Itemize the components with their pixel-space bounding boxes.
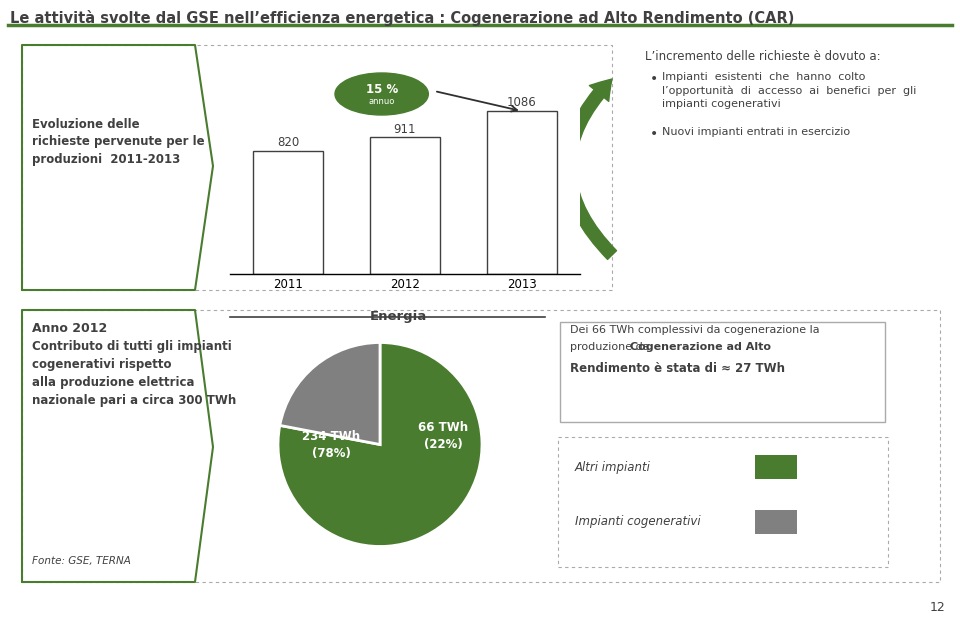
Ellipse shape <box>335 73 428 115</box>
Text: 911: 911 <box>394 123 417 135</box>
Bar <box>370 137 440 274</box>
Text: Anno 2012: Anno 2012 <box>32 322 108 335</box>
Text: Altri impianti: Altri impianti <box>575 461 651 473</box>
Text: Evoluzione delle
richieste pervenute per le
produzioni  2011-2013: Evoluzione delle richieste pervenute per… <box>32 118 204 166</box>
Text: •: • <box>650 127 659 141</box>
Text: L’incremento delle richieste è dovuto a:: L’incremento delle richieste è dovuto a: <box>645 50 880 63</box>
Wedge shape <box>278 343 482 547</box>
Bar <box>22 310 940 582</box>
Bar <box>755 510 797 534</box>
Bar <box>22 45 612 290</box>
Text: 234 TWh
(78%): 234 TWh (78%) <box>302 430 360 459</box>
Text: Impianti  esistenti  che  hanno  colto
l’opportunità  di  accesso  ai  benefici : Impianti esistenti che hanno colto l’opp… <box>662 72 917 109</box>
Text: produzione da: produzione da <box>570 342 653 352</box>
Text: annuo: annuo <box>369 97 395 106</box>
FancyArrowPatch shape <box>563 79 616 259</box>
Text: •: • <box>650 72 659 86</box>
Text: Energia: Energia <box>370 310 427 323</box>
Text: Contributo di tutti gli impianti
cogenerativi rispetto
alla produzione elettrica: Contributo di tutti gli impianti cogener… <box>32 340 236 407</box>
Text: 66 TWh
(22%): 66 TWh (22%) <box>419 422 468 451</box>
Text: Fonte: GSE, TERNA: Fonte: GSE, TERNA <box>32 556 131 566</box>
Text: Rendimento è stata di ≈ 27 TWh: Rendimento è stata di ≈ 27 TWh <box>570 362 785 375</box>
Text: 12: 12 <box>929 601 945 614</box>
Text: Le attività svolte dal GSE nell’efficienza energetica : Cogenerazione ad Alto Re: Le attività svolte dal GSE nell’efficien… <box>10 10 794 26</box>
Text: 820: 820 <box>277 137 300 149</box>
Text: 15 %: 15 % <box>366 83 397 96</box>
Text: Nuovi impianti entrati in esercizio: Nuovi impianti entrati in esercizio <box>662 127 851 137</box>
Text: 1086: 1086 <box>507 96 537 109</box>
Bar <box>487 111 557 274</box>
Wedge shape <box>279 343 380 444</box>
Text: Dei 66 TWh complessivi da cogenerazione la: Dei 66 TWh complessivi da cogenerazione … <box>570 325 820 335</box>
Bar <box>755 455 797 479</box>
Bar <box>253 151 324 274</box>
Bar <box>560 322 885 422</box>
Bar <box>558 437 888 567</box>
Text: Impianti cogenerativi: Impianti cogenerativi <box>575 516 701 528</box>
Text: Cogenerazione ad Alto: Cogenerazione ad Alto <box>630 342 771 352</box>
